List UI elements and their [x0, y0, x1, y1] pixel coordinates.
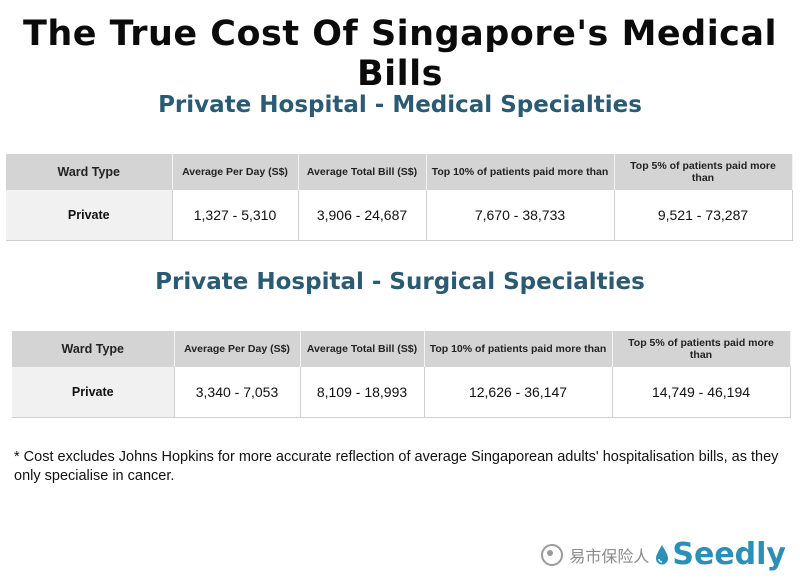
medical-cost-table: Ward Type Average Per Day (S$) Average T… — [6, 154, 793, 241]
cell-average-per-day: 1,327 - 5,310 — [172, 190, 299, 241]
header-average-per-day: Average Per Day (S$) — [172, 154, 299, 190]
section-title-medical: Private Hospital - Medical Specialties — [158, 92, 642, 118]
seedly-logo: Seedly — [655, 537, 786, 572]
cell-ward-type: Private — [6, 190, 173, 241]
watermark: 易市保险人 Seedly — [541, 537, 786, 572]
header-average-total-bill: Average Total Bill (S$) — [298, 154, 427, 190]
brand-text: Seedly — [672, 537, 786, 572]
cell-top-5-percent: 14,749 - 46,194 — [612, 367, 791, 418]
watermark-text: 易市保险人 — [569, 548, 650, 566]
header-top-5-percent: Top 5% of patients paid more than — [612, 331, 791, 367]
table-row: Private 1,327 - 5,310 3,906 - 24,687 7,6… — [6, 190, 793, 241]
cell-top-5-percent: 9,521 - 73,287 — [614, 190, 793, 241]
table-header-row: Ward Type Average Per Day (S$) Average T… — [6, 154, 793, 190]
page-title: The True Cost Of Singapore's Medical Bil… — [22, 14, 778, 94]
cell-top-10-percent: 12,626 - 36,147 — [424, 367, 613, 418]
wechat-icon — [541, 543, 564, 566]
header-average-per-day: Average Per Day (S$) — [174, 331, 301, 367]
droplet-icon — [656, 544, 669, 564]
footnote: * Cost excludes Johns Hopkins for more a… — [14, 449, 779, 484]
cell-average-total-bill: 8,109 - 18,993 — [300, 367, 425, 418]
header-top-10-percent: Top 10% of patients paid more than — [424, 331, 613, 367]
header-ward-type: Ward Type — [6, 154, 173, 190]
cell-top-10-percent: 7,670 - 38,733 — [426, 190, 615, 241]
cell-average-per-day: 3,340 - 7,053 — [174, 367, 301, 418]
cell-average-total-bill: 3,906 - 24,687 — [298, 190, 427, 241]
surgical-cost-table: Ward Type Average Per Day (S$) Average T… — [12, 331, 791, 418]
header-top-10-percent: Top 10% of patients paid more than — [426, 154, 615, 190]
header-average-total-bill: Average Total Bill (S$) — [300, 331, 425, 367]
cell-ward-type: Private — [12, 367, 175, 418]
header-top-5-percent: Top 5% of patients paid more than — [614, 154, 793, 190]
table-header-row: Ward Type Average Per Day (S$) Average T… — [12, 331, 791, 367]
header-ward-type: Ward Type — [12, 331, 175, 367]
table-row: Private 3,340 - 7,053 8,109 - 18,993 12,… — [12, 367, 791, 418]
section-title-surgical: Private Hospital - Surgical Specialties — [155, 269, 645, 295]
